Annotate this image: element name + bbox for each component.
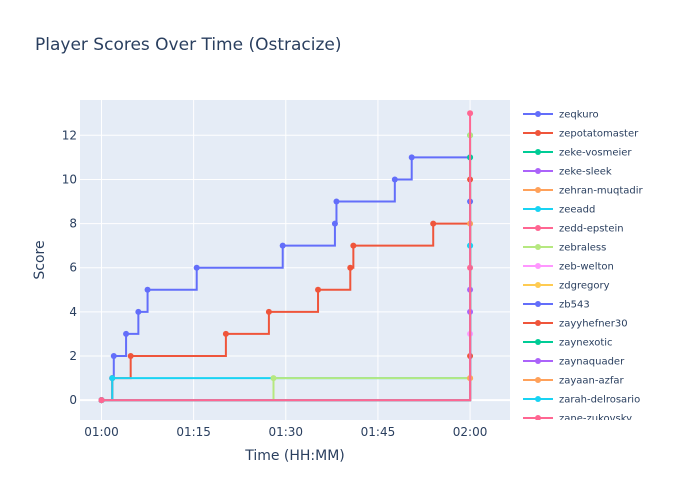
legend-marker (535, 377, 541, 383)
data-point (109, 375, 116, 382)
x-tick-label: 01:15 (176, 425, 211, 439)
x-axis-title: Time (HH:MM) (244, 448, 345, 464)
y-tick-label: 6 (69, 261, 77, 275)
legend-item-zeb-welton[interactable]: zeb-welton (523, 262, 614, 273)
legend-marker (535, 187, 541, 193)
legend-item-zaynaquader[interactable]: zaynaquader (523, 357, 625, 368)
data-point (127, 353, 134, 359)
legend-item-zb543[interactable]: zb543 (523, 300, 590, 311)
data-point (430, 220, 437, 227)
legend-label: zayaan-azfar (559, 376, 625, 387)
legend-label: zedd-epstein (559, 224, 624, 235)
y-tick-label: 12 (62, 128, 77, 142)
tick-labels: 0 2 4 6 8 10 12 01:00 01:15 01:30 01:45 02:00 (62, 128, 488, 439)
legend-label: zeeadd (559, 205, 595, 216)
data-point (347, 264, 354, 271)
legend-label: zdgregory (559, 281, 610, 292)
legend-marker (535, 282, 541, 288)
series-line (101, 113, 472, 402)
y-tick-label: 4 (69, 305, 77, 319)
data-point (408, 154, 415, 161)
data-point (350, 242, 357, 249)
series-zane-zukovsky (98, 110, 474, 404)
legend-marker (535, 358, 541, 364)
y-tick-label: 10 (62, 172, 77, 186)
legend-item-zeke-vosmeier[interactable]: zeke-vosmeier (523, 148, 632, 159)
legend-item-zayaan-azfar[interactable]: zayaan-azfar (523, 376, 625, 387)
legend-label: zayyhefner30 (559, 319, 628, 330)
legend-label: zeke-sleek (559, 167, 612, 178)
legend-label: zane-zukovsky (559, 414, 632, 425)
y-axis-title: Score (32, 240, 48, 279)
legend-item-zdgregory[interactable]: zdgregory (523, 281, 610, 292)
x-tick-label: 01:30 (268, 425, 303, 439)
plot-area (80, 100, 510, 420)
chart-title: Player Scores Over Time (Ostracize) (35, 35, 342, 55)
data-point (315, 286, 322, 293)
data-point (270, 375, 277, 382)
data-point (279, 242, 286, 249)
data-point (110, 353, 117, 359)
legend-label: zeke-vosmeier (559, 148, 632, 159)
legend-marker (535, 263, 541, 269)
legend-label: zaynexotic (559, 338, 613, 349)
legend-marker (535, 339, 541, 345)
data-point (265, 308, 272, 315)
legend-marker (535, 244, 541, 250)
legend-item-zebraless[interactable]: zebraless (523, 243, 606, 254)
y-tick-label: 2 (69, 349, 77, 363)
series-line (101, 156, 471, 402)
legend-item-zeeadd[interactable]: zeeadd (523, 205, 595, 216)
legend-marker (535, 301, 541, 307)
x-tick-label: 02:00 (453, 425, 488, 439)
legend-marker (535, 149, 541, 155)
legend-marker (535, 206, 541, 212)
legend-label: zb543 (559, 300, 590, 311)
legend-item-zeqkuro[interactable]: zeqkuro (523, 110, 599, 121)
legend-label: zeb-welton (559, 262, 614, 273)
legend-label: zebraless (559, 243, 606, 254)
legend-item-zarah-delrosario[interactable]: zarah-delrosario (523, 395, 640, 406)
legend-label: zaynaquader (559, 357, 625, 368)
legend-item-zehran-muqtadir[interactable]: zehran-muqtadir (523, 186, 644, 197)
data-point (467, 110, 474, 117)
legend-item-zaynexotic[interactable]: zaynexotic (523, 338, 613, 349)
data-point (144, 286, 151, 293)
data-point (123, 330, 130, 337)
legend-marker (535, 415, 541, 420)
y-tick-label: 8 (69, 217, 77, 231)
data-point (331, 220, 338, 227)
legend[interactable]: zeqkuro zepotatomaster zeke-vosmeier zeke-s… (523, 110, 644, 425)
legend-label: zarah-delrosario (559, 395, 640, 406)
data-point (333, 198, 340, 205)
x-tick-label: 01:45 (361, 425, 396, 439)
legend-marker (535, 396, 541, 402)
legend-item-zane-zukovsky[interactable]: zane-zukovsky (523, 414, 632, 425)
legend-label: zehran-muqtadir (559, 186, 644, 197)
data-point (391, 176, 398, 183)
legend-label: zeqkuro (559, 110, 599, 121)
legend-label: zepotatomaster (559, 129, 639, 140)
legend-marker (535, 130, 541, 136)
data-point (135, 308, 142, 315)
series-layer (98, 110, 474, 404)
data-point (222, 330, 229, 337)
legend-item-zeke-sleek[interactable]: zeke-sleek (523, 167, 612, 178)
legend-item-zayyhefner30[interactable]: zayyhefner30 (523, 319, 628, 330)
legend-item-zepotatomaster[interactable]: zepotatomaster (523, 129, 639, 140)
x-tick-label: 01:00 (84, 425, 119, 439)
legend-marker (535, 168, 541, 174)
legend-marker (535, 111, 541, 117)
data-point (193, 264, 200, 271)
data-point (98, 397, 105, 404)
legend-item-zedd-epstein[interactable]: zedd-epstein (523, 224, 624, 235)
legend-marker (535, 225, 541, 231)
legend-marker (535, 320, 541, 326)
y-tick-label: 0 (69, 393, 77, 407)
